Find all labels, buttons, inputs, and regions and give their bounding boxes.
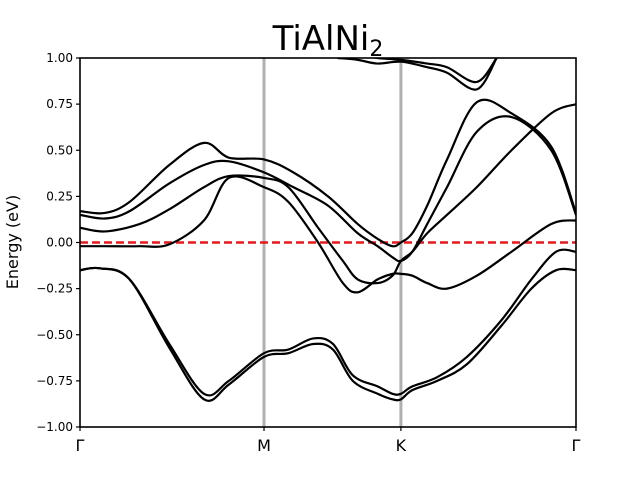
y-tick-label: 1.00 <box>46 51 73 65</box>
y-axis-ticks: −1.00 −0.75 −0.50 −0.25 0.00 0.25 0.50 0.75 1.00 <box>36 51 80 434</box>
y-tick-label: 0.25 <box>46 189 73 203</box>
x-tick-label: Γ <box>76 436 85 455</box>
y-tick-label: −0.75 <box>36 374 73 388</box>
band-line-5 <box>80 115 576 263</box>
band-line-7 <box>336 58 498 91</box>
band-line-1 <box>80 248 576 397</box>
chart-title: TiAlNi2 <box>272 19 384 62</box>
y-tick-label: 0.50 <box>46 143 73 157</box>
band-lines <box>80 58 576 402</box>
x-tick-label: Γ <box>572 436 581 455</box>
x-tick-label: K <box>396 436 407 455</box>
band-line-2 <box>80 266 576 402</box>
band-line-8 <box>370 58 498 84</box>
band-line-3 <box>80 175 576 294</box>
y-tick-label: −1.00 <box>36 420 73 434</box>
x-tick-label: M <box>257 436 271 455</box>
y-tick-label: 0.00 <box>46 236 73 250</box>
y-tick-label: −0.50 <box>36 328 73 342</box>
y-tick-label: −0.25 <box>36 282 73 296</box>
chart-title-subscript: 2 <box>369 37 383 62</box>
band-line-6 <box>80 98 576 248</box>
y-axis-title: Energy (eV) <box>3 195 22 289</box>
y-tick-label: 0.75 <box>46 97 73 111</box>
band-line-4 <box>80 103 576 285</box>
